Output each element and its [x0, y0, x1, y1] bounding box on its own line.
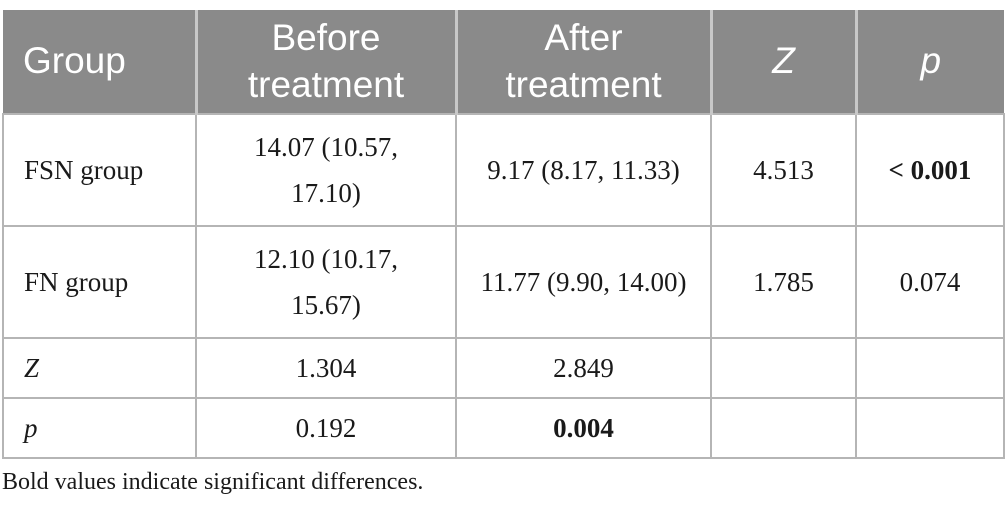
cell-prow-before: 0.192 [195, 397, 457, 459]
cell-zrow-z [710, 337, 857, 399]
cell-fn-after: 11.77 (9.90, 14.00) [455, 225, 712, 339]
col-header-before-treatment: Before treatment [194, 10, 456, 114]
cell-prow-p [855, 397, 1005, 459]
table-row-fsn-group: FSN group 14.07 (10.57, 17.10) 9.17 (8.1… [2, 113, 1005, 227]
cell-fsn-after: 9.17 (8.17, 11.33) [455, 113, 712, 227]
cell-fsn-label: FSN group [2, 113, 197, 227]
cell-zrow-after: 2.849 [455, 337, 712, 399]
cell-fn-label: FN group [2, 225, 197, 339]
col-header-after-treatment: After treatment [454, 10, 711, 114]
table-body: FSN group 14.07 (10.57, 17.10) 9.17 (8.1… [2, 113, 1005, 459]
cell-prow-label: p [2, 397, 197, 459]
table-row-fn-group: FN group 12.10 (10.17, 15.67) 11.77 (9.9… [2, 225, 1005, 339]
cell-fsn-z: 4.513 [710, 113, 857, 227]
cell-zrow-p [855, 337, 1005, 399]
cell-zrow-before: 1.304 [195, 337, 457, 399]
table-footnote: Bold values indicate significant differe… [2, 469, 424, 495]
header-row: Group Before treatment After treatment Z… [3, 10, 1004, 114]
statistics-table: Group Before treatment After treatment Z… [2, 10, 1005, 459]
table-row-z: Z 1.304 2.849 [2, 337, 1005, 399]
cell-prow-z [710, 397, 857, 459]
cell-fn-before: 12.10 (10.17, 15.67) [195, 225, 457, 339]
cell-fn-z: 1.785 [710, 225, 857, 339]
col-header-z: Z [709, 10, 856, 114]
col-header-group: Group [3, 10, 196, 114]
cell-fsn-before: 14.07 (10.57, 17.10) [195, 113, 457, 227]
cell-fn-p: 0.074 [855, 225, 1005, 339]
cell-fsn-p: < 0.001 [855, 113, 1005, 227]
table-header: Group Before treatment After treatment Z… [3, 10, 1004, 114]
cell-prow-after: 0.004 [455, 397, 712, 459]
table-row-p: p 0.192 0.004 [2, 397, 1005, 459]
cell-zrow-label: Z [2, 337, 197, 399]
col-header-p: p [854, 10, 1004, 114]
